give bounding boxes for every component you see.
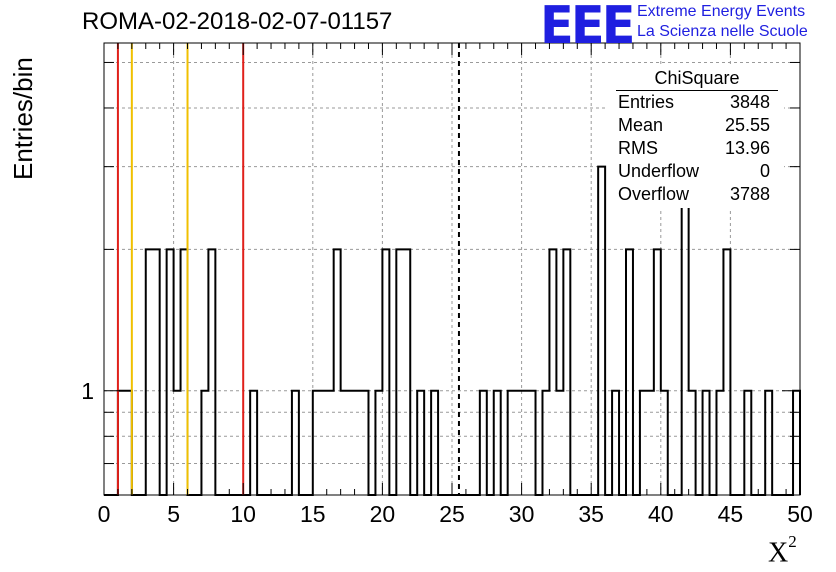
- stats-label: Overflow: [618, 184, 690, 204]
- histogram-bin: [355, 391, 362, 495]
- x-axis-label: X2: [768, 532, 797, 569]
- histogram-bin: [515, 391, 522, 495]
- stats-title: ChiSquare: [616, 68, 778, 91]
- stats-label: Entries: [618, 92, 675, 112]
- histogram-bin: [382, 249, 389, 495]
- stats-value: 3848: [729, 92, 770, 112]
- stats-row-underflow: Underflow 0: [612, 160, 778, 183]
- histogram-bin: [723, 249, 730, 495]
- histogram-bin: [654, 249, 661, 495]
- x-tick-label: 45: [718, 501, 744, 527]
- histogram-bin: [153, 249, 160, 495]
- histogram-bin: [542, 391, 549, 495]
- x-tick-label: 40: [648, 501, 674, 527]
- histogram-bin: [181, 249, 188, 495]
- stats-row-rms: RMS 13.96: [612, 137, 778, 160]
- histogram-bin: [375, 391, 382, 495]
- histogram-bin: [640, 391, 647, 495]
- stats-value: 13.96: [724, 138, 770, 158]
- x-tick-label: 30: [509, 501, 535, 527]
- x-tick-label: 5: [167, 501, 180, 527]
- histogram-bin: [480, 391, 487, 495]
- histogram-bin: [431, 391, 438, 495]
- x-tick-label: 15: [300, 501, 326, 527]
- histogram-bin: [716, 391, 723, 495]
- x-tick-label: 0: [98, 501, 111, 527]
- stats-label: RMS: [618, 138, 658, 158]
- histogram-bin: [167, 249, 174, 495]
- histogram-bin: [556, 391, 563, 495]
- histogram-bin: [647, 391, 654, 495]
- x-axis-label-base: X: [768, 537, 789, 569]
- x-tick-label: 10: [230, 501, 256, 527]
- histogram-bin: [563, 249, 570, 495]
- histogram-bin: [348, 391, 355, 495]
- histogram-bin: [201, 391, 208, 495]
- histogram-bin: [334, 249, 341, 495]
- histogram-bin: [292, 391, 299, 495]
- stats-value: 0: [759, 161, 770, 181]
- histogram-bin: [313, 391, 320, 495]
- x-tick-label: 35: [578, 501, 604, 527]
- histogram-bin: [320, 391, 327, 495]
- histogram-bin: [661, 391, 668, 495]
- stats-row-entries: Entries 3848: [612, 91, 778, 114]
- stats-value: 3788: [729, 184, 770, 204]
- stats-row-overflow: Overflow 3788: [612, 183, 778, 206]
- histogram-bin: [765, 391, 772, 495]
- x-axis-label-superscript: 2: [788, 532, 797, 551]
- histogram-bin: [125, 391, 132, 495]
- brand-line-1: Extreme Energy Events: [637, 3, 806, 20]
- stats-label: Mean: [618, 115, 664, 135]
- stats-box: ChiSquare Entries 3848 Mean 25.55 RMS 13.96…: [612, 68, 778, 206]
- histogram-bin: [208, 249, 215, 495]
- x-tick-label: 50: [787, 501, 813, 527]
- histogram-bin: [522, 391, 529, 495]
- x-tick-label: 20: [370, 501, 396, 527]
- histogram-bin: [689, 391, 696, 495]
- histogram-bin: [598, 167, 605, 495]
- histogram-bin: [612, 391, 619, 495]
- stats-box-background: [608, 64, 784, 208]
- histogram-bin: [250, 391, 257, 495]
- histogram-bin: [174, 391, 181, 495]
- histogram-bin: [396, 249, 403, 495]
- histogram-bin: [327, 391, 334, 495]
- histogram-bin: [146, 249, 153, 495]
- y-axis-label: Entries/bin: [8, 57, 38, 180]
- histogram-bin: [744, 391, 751, 495]
- brand-line-2: La Scienza nelle Scuole: [637, 23, 808, 40]
- histogram-bin: [549, 249, 556, 495]
- histogram-bin: [341, 391, 348, 495]
- stats-value: 25.55: [724, 115, 770, 135]
- y-tick-label: 1: [81, 378, 94, 404]
- histogram-bin: [529, 391, 536, 495]
- histogram-bin: [417, 391, 424, 495]
- histogram-bin: [118, 391, 125, 495]
- histogram-bin: [626, 249, 633, 495]
- x-tick-label: 25: [439, 501, 465, 527]
- stats-row-mean: Mean 25.55: [612, 114, 778, 137]
- histogram-bin: [793, 391, 800, 495]
- histogram-bin: [508, 391, 515, 495]
- histogram-bin: [362, 391, 369, 495]
- histogram-bin: [682, 167, 689, 495]
- histogram-bin: [403, 249, 410, 495]
- chart-title: ROMA-02-2018-02-07-01157: [82, 8, 393, 35]
- histogram-bin: [494, 391, 501, 495]
- eee-logo: EEE: [540, 0, 636, 56]
- histogram-bin: [703, 391, 710, 495]
- stats-label: Underflow: [618, 161, 700, 181]
